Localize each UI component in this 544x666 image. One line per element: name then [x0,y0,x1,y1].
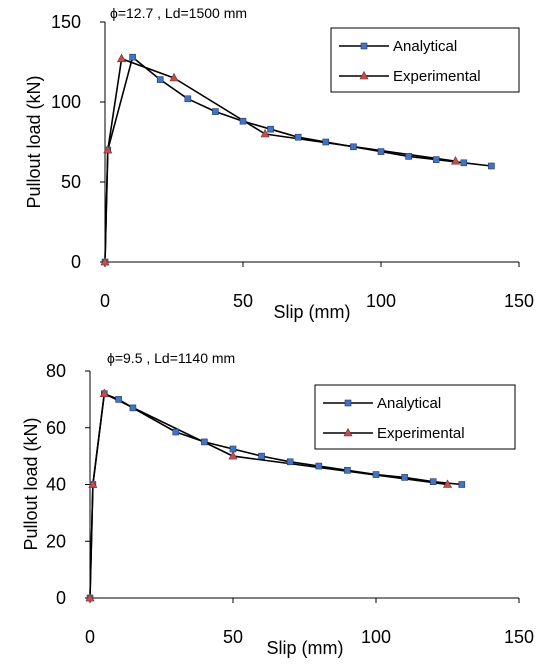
experimental-point [443,479,452,488]
analytical-point [429,478,437,485]
x-tick-label: 0 [100,291,110,311]
y-tick-label: 50 [61,172,81,192]
analytical-point [201,438,208,446]
analytical-point [315,462,323,470]
x-axis-label: Slip (mm) [267,638,344,658]
legend-marker-triangle [343,427,353,437]
analytical-point [129,53,136,61]
y-tick-label: 150 [51,12,81,32]
x-tick-label: 150 [504,627,534,647]
analytical-point [350,143,357,151]
experimental-point [100,256,110,266]
legend-marker-triangle [359,70,369,80]
x-tick-label: 50 [223,627,243,647]
analytical-point [377,148,385,155]
legend-box [314,384,516,450]
legend-marker-square [344,399,352,407]
analytical-point [405,153,412,160]
chart-bottom: 0 20 40 60 80 0 50 100 150 Analytical Experimental… [21,350,534,658]
legend-label: Experimental [393,68,481,85]
y-tick-label: 100 [51,92,81,112]
analytical-point [129,404,137,412]
chart-top: 0 50 100 150 0 50 100 150 Analytical Experimental… [24,5,534,322]
x-tick-label: 100 [366,291,396,311]
experimental-point [169,72,179,82]
analytical-point [401,474,408,481]
analytical-point [239,117,247,125]
legend: Analytical Experimental [314,384,516,450]
analytical-point [156,76,164,83]
x-axis-label: Slip (mm) [274,302,351,322]
x-tick-label: 150 [504,291,534,311]
analytical-point [115,396,122,403]
experimental-point [117,53,127,63]
x-tick-label: 0 [85,627,95,647]
y-tick-label: 0 [56,588,66,608]
chart-annotation: ϕ=9.5 , Ld=1140 mm [107,350,235,366]
legend-label: Analytical [393,38,457,55]
analytical-point [488,162,495,170]
x-tick-label: 50 [233,291,253,311]
chart-annotation: ϕ=12.7 , Ld=1500 mm [110,5,247,21]
legend: Analytical Experimental [330,27,520,93]
y-tick-label: 40 [46,475,66,495]
analytical-point [344,467,351,474]
analytical-point [286,458,294,466]
experimental-point [228,450,238,460]
analytical-point [372,471,380,478]
analytical-point [184,95,192,103]
legend-label: Analytical [377,395,441,412]
analytical-point [267,125,274,133]
analytical-point [294,133,302,141]
analytical-point [172,428,180,436]
y-tick-label: 20 [46,531,66,551]
analytical-point [460,159,468,167]
y-tick-label: 60 [46,418,66,438]
y-tick-label: 0 [71,252,81,272]
analytical-point [212,108,219,115]
analytical-point [258,452,265,460]
y-axis-label: Pullout load (kN) [21,417,41,550]
legend-label: Experimental [377,425,465,442]
legend-box [330,27,520,93]
analytical-point [458,481,466,488]
legend-marker-square [360,42,368,50]
experimental-point [88,479,98,488]
experimental-point [99,388,109,398]
y-axis-label: Pullout load (kN) [24,75,44,208]
x-tick-label: 100 [361,627,391,647]
experimental-point [451,156,461,165]
analytical-point [432,156,440,163]
experimental-point [260,128,270,138]
y-tick-label: 80 [46,361,66,381]
experimental-point [85,592,95,602]
experimental-point [103,144,113,154]
analytical-point [322,138,330,146]
